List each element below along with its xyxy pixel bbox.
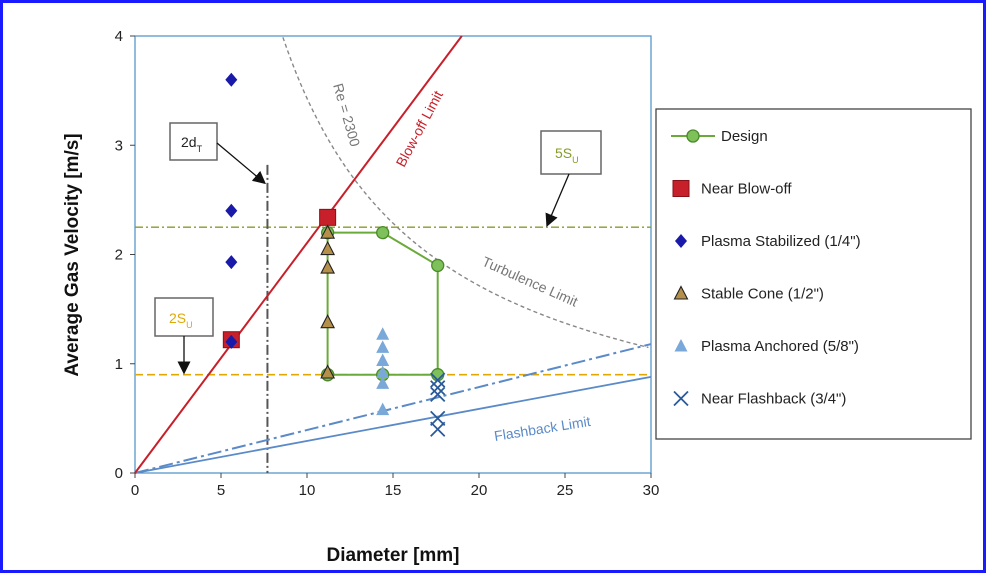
y-tick-label: 2 — [115, 247, 123, 264]
series-5-point — [430, 421, 446, 437]
y-tick-label: 1 — [115, 356, 123, 373]
series-4-point — [376, 327, 390, 340]
chart-svg: 0 5 10 15 20 25 30 0 1 2 3 4 Diameter [mm] Average… — [62, 28, 972, 566]
x-tick-label: 15 — [385, 482, 402, 499]
series-2-point — [225, 72, 238, 87]
y-tick-label: 0 — [115, 465, 123, 482]
legend-entry-label: Near Blow-off — [701, 181, 792, 198]
x-tick-label: 5 — [217, 482, 225, 499]
x-tick-label: 10 — [299, 482, 316, 499]
legend-box — [655, 108, 972, 440]
legend-swatch-1 — [672, 180, 690, 197]
series-3-point — [320, 364, 336, 379]
x-axis-ticks: 0 5 10 15 20 25 30 — [131, 473, 660, 499]
two-su-label: 2SU — [169, 310, 193, 330]
x-axis-title: Diameter [mm] — [326, 545, 459, 566]
plot-area — [134, 35, 652, 474]
flashback-dashdot-line — [134, 343, 652, 474]
x-stroke — [430, 386, 446, 402]
series-0-point — [376, 225, 390, 240]
series-1-point — [319, 208, 337, 226]
legend-entry-label: Plasma Stabilized (1/4") — [701, 233, 861, 250]
series-3-point — [320, 259, 336, 274]
x-stroke — [430, 380, 446, 396]
legend-swatch-4 — [674, 339, 688, 352]
legend: Design Near Blow-off Plasma Stabilized (1/… — [671, 128, 861, 408]
x-stroke — [673, 390, 689, 407]
legend-entry-label: Plasma Anchored (5/8") — [701, 338, 859, 355]
series-4-point — [376, 353, 390, 366]
series-3-point — [320, 314, 336, 329]
legend-swatch-3 — [673, 285, 689, 300]
five-su-label: 5SU — [555, 145, 579, 165]
series-5-point — [430, 410, 446, 427]
blowoff-limit-line — [134, 35, 463, 474]
legend-entry-label: Stable Cone (1/2") — [701, 286, 824, 303]
series-2-point — [225, 203, 238, 218]
legend-swatch-2 — [675, 234, 687, 248]
series-3-point — [320, 240, 336, 256]
points-layer — [222, 72, 446, 437]
x-tick-label: 25 — [557, 482, 574, 499]
series-5-point — [430, 372, 446, 388]
x-tick-label: 20 — [471, 482, 488, 499]
legend-entry-label: Near Flashback (3/4") — [701, 391, 846, 408]
two-dt-box — [169, 122, 218, 161]
x-tick-label: 0 — [131, 482, 139, 499]
series-4-point — [376, 340, 390, 353]
y-tick-label: 4 — [115, 28, 123, 45]
y-tick-label: 3 — [115, 137, 123, 154]
two-dt-arrow — [216, 142, 266, 185]
x-tick-label: 30 — [643, 482, 660, 499]
series-4-point — [376, 365, 390, 378]
turbulence-limit-curve — [282, 37, 649, 349]
flashback-limit-line — [134, 375, 652, 474]
series-2-point — [225, 334, 238, 349]
legend-swatch-5 — [673, 390, 689, 407]
x-stroke — [430, 372, 446, 388]
series-4-point — [376, 402, 390, 416]
series-0-point — [431, 258, 445, 273]
series-5-point — [430, 386, 446, 402]
series-3-point — [320, 224, 336, 239]
y-axis-ticks: 0 1 2 3 4 — [115, 28, 135, 482]
x-stroke — [430, 421, 446, 437]
x-stroke — [430, 410, 446, 427]
legend-entry-label: Design — [721, 128, 768, 145]
series-4-point — [376, 376, 390, 389]
series-5-point — [430, 380, 446, 396]
two-dt-label: 2dT — [181, 134, 203, 154]
y-axis-title: Average Gas Velocity [m/s] — [62, 133, 83, 376]
five-su-arrow — [545, 173, 570, 227]
five-su-box — [540, 130, 602, 175]
legend-swatch-0 — [686, 129, 700, 143]
